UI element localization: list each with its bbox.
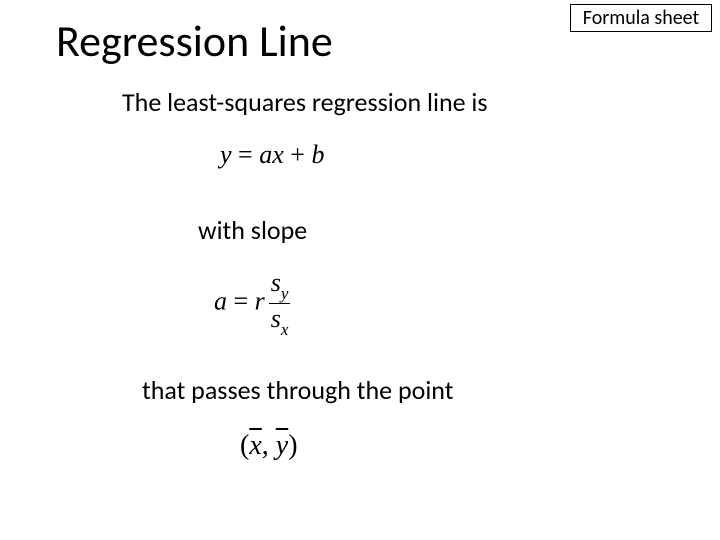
page-title: Regression Line [56,14,333,68]
formula-line-equation: y = ax + b [220,140,324,170]
passes-through-line: that passes through the point [142,374,453,406]
sub-y: y [281,284,289,303]
numerator: sy [269,270,291,304]
sub-x: x [281,320,289,339]
var-s-num: s [271,268,281,297]
fraction: sy sx [269,270,291,337]
denominator: sx [269,304,291,337]
equals: = [227,287,255,316]
open-paren: ( [240,430,249,461]
formula-point: (x, y) [240,430,298,462]
close-paren: ) [288,430,297,461]
equals: = [232,140,260,169]
formula-slope: a = r sy sx [214,270,290,337]
formula-sheet-badge: Formula sheet [570,4,712,32]
plus: + [284,140,312,169]
var-r: r [255,287,265,316]
x-bar: x [249,430,261,461]
with-slope-line: with slope [198,214,307,246]
comma: , [262,430,276,461]
y-bar: y [276,430,288,461]
var-b: b [311,140,324,169]
var-s-den: s [271,304,281,333]
var-a: a [259,140,272,169]
var-a: a [214,287,227,316]
var-y: y [220,140,232,169]
var-x: x [272,140,284,169]
intro-line: The least-squares regression line is [122,86,488,118]
